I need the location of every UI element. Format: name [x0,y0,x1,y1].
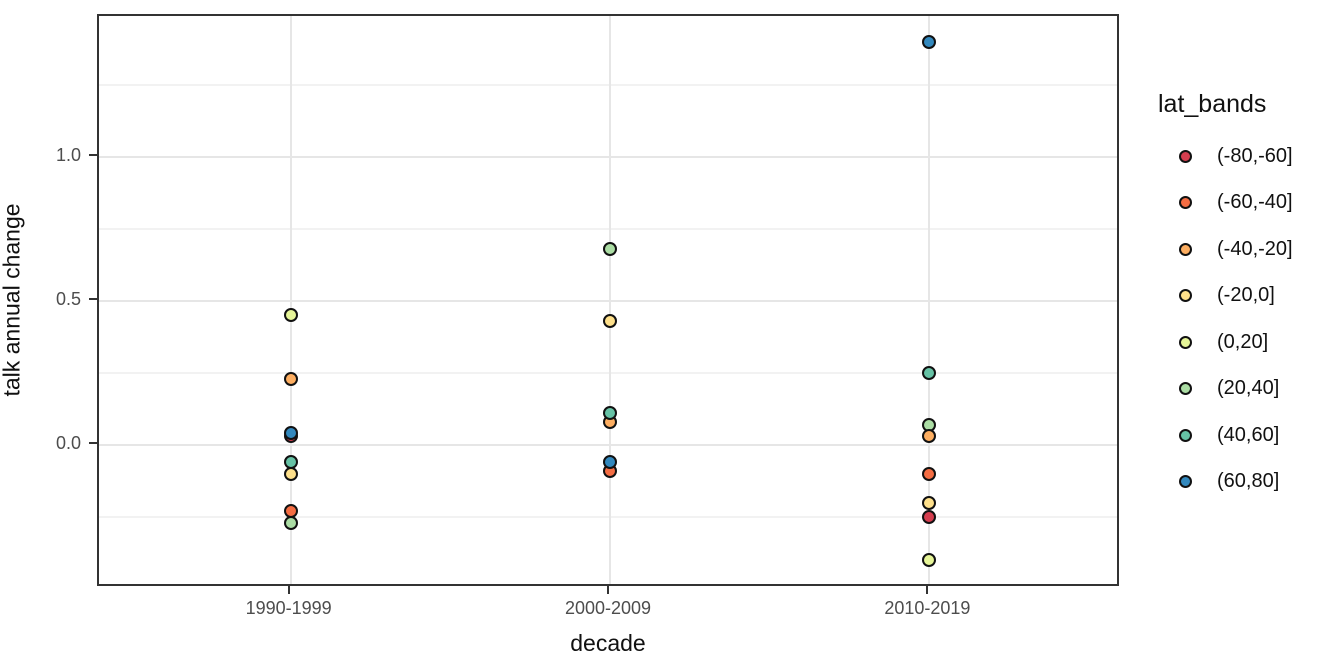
legend-title: lat_bands [1158,90,1267,118]
legend-key-dot [1179,242,1192,256]
legend-entry-label: (40,60] [1217,423,1280,446]
y-tick-mark [89,298,97,300]
legend-entry-label: (-20,0] [1217,284,1275,306]
data-point [922,34,937,49]
gridline-minor [99,516,1117,518]
x-tick-mark [926,586,929,594]
plot-panel [97,14,1119,586]
data-point [603,455,617,470]
data-point [283,515,298,530]
legend-key-dot [1179,335,1192,349]
legend-entry: (-60,-40] [1158,191,1338,214]
x-tick-mark [287,586,290,594]
legend: lat_bands (-80,-60] (-60,-40] (-40,-20] (-2… [1158,90,1338,517]
legend-entry-label: (-40,-20] [1217,237,1293,260]
data-point [922,510,937,524]
x-tick-label: 2010-2019 [884,598,971,618]
y-tick-mark [89,442,97,444]
legend-entry: (-40,-20] [1158,238,1338,260]
gridline-major [99,300,1117,302]
y-axis-title: talk annual change [0,107,26,396]
data-point [922,429,937,444]
data-point [283,308,298,323]
legend-entry-label: (20,40] [1217,377,1280,399]
legend-entry-label: (-60,-40] [1217,191,1293,213]
legend-entry-label: (-80,-60] [1217,144,1293,167]
data-point [603,242,617,257]
legend-entry-label: (60,80] [1217,470,1280,492]
y-tick-label: 1.0 [55,145,81,165]
legend-entry: (-20,0] [1158,284,1338,307]
legend-key-dot [1179,196,1192,209]
data-point [283,466,298,481]
gridline-vertical [609,16,611,584]
legend-entry: (40,60] [1158,424,1338,446]
y-tick-label: 0.0 [55,433,81,453]
y-tick-mark [89,154,97,156]
legend-key-dot [1179,289,1192,302]
gridline-vertical [928,16,931,584]
legend-key-dot [1179,382,1192,395]
data-point [603,314,617,329]
x-tick-label: 2000-2009 [564,598,652,618]
data-point [922,366,937,380]
data-point [603,406,617,421]
y-axis-title-text: talk annual change [0,203,25,397]
legend-entry-label: (0,20] [1217,330,1269,353]
legend-entries: (-80,-60] (-60,-40] (-40,-20] (-20,0] (0,20]… [1158,145,1338,493]
legend-entry: (60,80] [1158,470,1338,493]
legend-entry: (0,20] [1158,331,1338,353]
x-axis-title: decade [570,630,646,656]
data-point [922,495,937,510]
gridline-minor [99,84,1117,86]
gridline-minor [99,228,1117,230]
gridline-minor [99,372,1117,374]
legend-entry: (-80,-60] [1158,145,1338,167]
gridline-major [99,444,1117,446]
legend-entry: (20,40] [1158,377,1338,400]
legend-key-dot [1179,149,1192,163]
x-tick-label: 1990-1999 [245,598,332,618]
data-point [283,371,298,386]
legend-key-dot [1179,475,1192,488]
data-point [283,426,298,441]
legend-key-dot [1179,428,1192,442]
y-tick-label: 0.5 [55,289,81,309]
gridline-major [99,156,1117,158]
data-point [922,553,937,568]
x-tick-mark [607,586,609,594]
data-point [922,466,937,481]
gridline-vertical [289,16,292,584]
